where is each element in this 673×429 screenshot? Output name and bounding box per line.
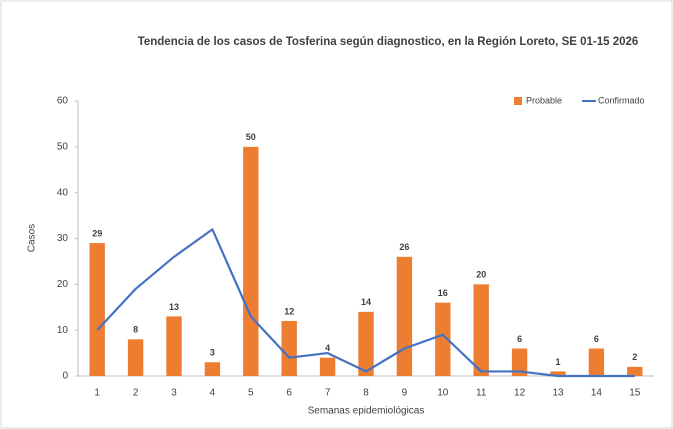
bar [511,348,528,376]
x-tick-label: 5 [248,388,254,399]
x-tick-label: 14 [591,388,603,399]
data-label: 4 [325,343,330,353]
bar [435,302,451,376]
x-tick-label: 8 [363,388,369,399]
bar [89,243,105,376]
chart-title: Tendencia de los casos de Tosferina segú… [137,36,639,48]
data-label: 2 [632,352,637,362]
bar [588,348,605,376]
data-label: 6 [517,334,522,344]
data-label: 29 [92,228,102,238]
legend-swatch [514,97,522,105]
legend-label: Confirmado [598,95,645,105]
bar [243,146,259,376]
bar [396,256,413,376]
line [96,228,635,378]
y-tick-label: 20 [57,279,69,290]
x-tick-label: 12 [514,388,526,399]
x-tick-label: 6 [286,388,292,399]
x-tick-label: 9 [402,388,408,399]
bar [473,284,489,376]
x-axis-label: Semanas epidemiológicas [308,406,425,417]
data-label: 14 [361,297,371,307]
bar [627,366,643,376]
x-tick-label: 4 [210,388,216,399]
data-label: 20 [476,270,486,280]
bar [281,321,297,376]
x-tick-label: 2 [133,388,139,399]
x-tick-label: 10 [437,388,449,399]
y-tick-label: 60 [57,96,69,107]
data-label: 12 [284,306,294,316]
y-tick-label: 50 [57,141,69,152]
x-tick-label: 15 [629,388,641,399]
x-tick-label: 11 [476,388,487,399]
y-tick-label: 0 [62,371,68,382]
data-label: 8 [133,325,138,335]
x-tick-label: 7 [325,388,331,399]
y-tick-label: 30 [57,233,69,244]
bar [166,316,182,376]
y-tick-label: 10 [57,325,69,336]
bar [127,339,144,376]
data-label: 6 [594,334,599,344]
x-tick-label: 1 [94,388,100,399]
data-label: 50 [246,132,256,142]
data-label: 1 [555,357,560,367]
x-tick-label: 3 [171,388,177,399]
y-tick-label: 40 [57,187,69,198]
data-label: 3 [210,348,215,358]
bar [319,357,336,376]
data-label: 13 [169,302,179,312]
x-tick-label: 13 [552,388,564,399]
bar [358,311,374,376]
data-label: 26 [399,242,409,252]
y-axis-label: Casos [27,224,38,252]
bar [550,371,566,376]
data-label: 16 [438,288,448,298]
legend-label: Probable [526,95,562,105]
bar [204,362,221,376]
